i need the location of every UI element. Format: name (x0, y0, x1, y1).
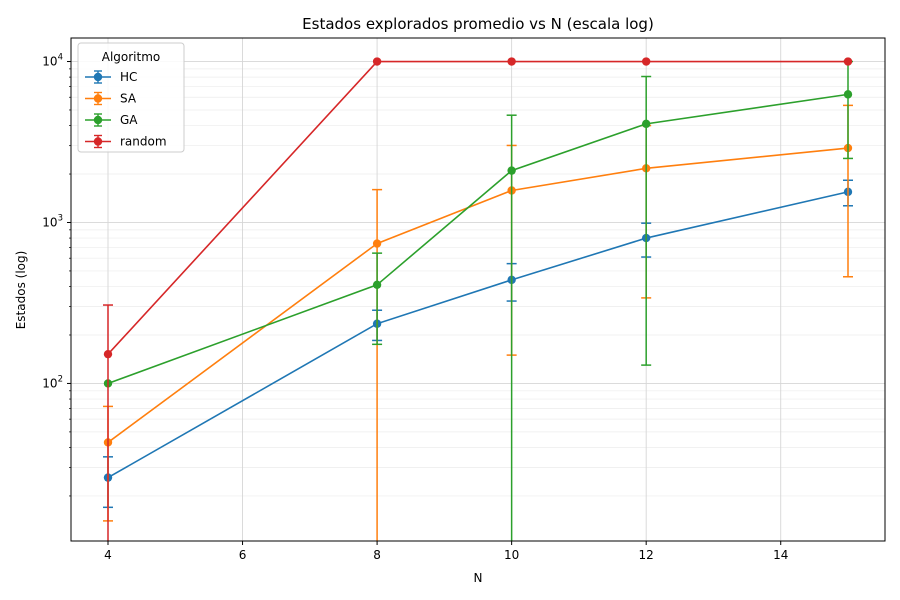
legend-entry-HC: HC (85, 70, 137, 84)
y-tick-label: 102 (42, 374, 63, 390)
legend-label: SA (120, 92, 137, 106)
legend-title: Algoritmo (102, 50, 161, 64)
legend-marker (93, 94, 103, 103)
x-tick-label: 10 (504, 548, 519, 562)
legend-entry-random: random (85, 135, 167, 149)
x-tick-label: 4 (104, 548, 112, 562)
y-axis: 102 103 104 (42, 53, 71, 497)
legend-marker (93, 137, 103, 146)
legend-box (77, 42, 185, 153)
data-point-random (507, 57, 516, 66)
legend-label: random (120, 135, 167, 149)
data-point-SA (372, 239, 382, 248)
legend-marker (93, 115, 103, 125)
y-tick-label: 104 (42, 53, 63, 69)
x-tick-label: 14 (773, 548, 788, 562)
series-random (103, 57, 853, 541)
legend-entry-SA: SA (85, 92, 137, 106)
x-axis-label: N (474, 571, 483, 585)
x-axis: 4 6 8 10 12 14 (104, 541, 788, 562)
legend-label: GA (120, 113, 138, 127)
data-point-random (372, 57, 382, 66)
y-tick-label: 103 (42, 213, 63, 229)
y-axis-label: Estados (log) (14, 251, 28, 330)
plot-area: 4 6 8 10 12 14 102 103 104 (42, 37, 886, 562)
data-point-random (641, 57, 651, 66)
chart-title: Estados explorados promedio vs N (escala… (302, 15, 654, 33)
data-point-random (103, 349, 113, 359)
data-point-GA (507, 166, 516, 175)
series-layer (103, 57, 853, 541)
legend-label: HC (120, 70, 137, 84)
axes-frame (70, 37, 886, 542)
series-GA (103, 60, 853, 541)
data-point-random (843, 57, 853, 66)
data-point-GA (372, 280, 382, 290)
legend-marker (93, 72, 103, 82)
x-tick-label: 6 (239, 548, 247, 562)
grid (71, 38, 885, 541)
legend: Algoritmo HC SA GA random (77, 42, 185, 153)
data-point-GA (641, 119, 651, 129)
legend-entry-GA: GA (85, 113, 138, 127)
x-tick-label: 8 (373, 548, 381, 562)
data-point-GA (843, 90, 853, 99)
x-tick-label: 12 (639, 548, 654, 562)
